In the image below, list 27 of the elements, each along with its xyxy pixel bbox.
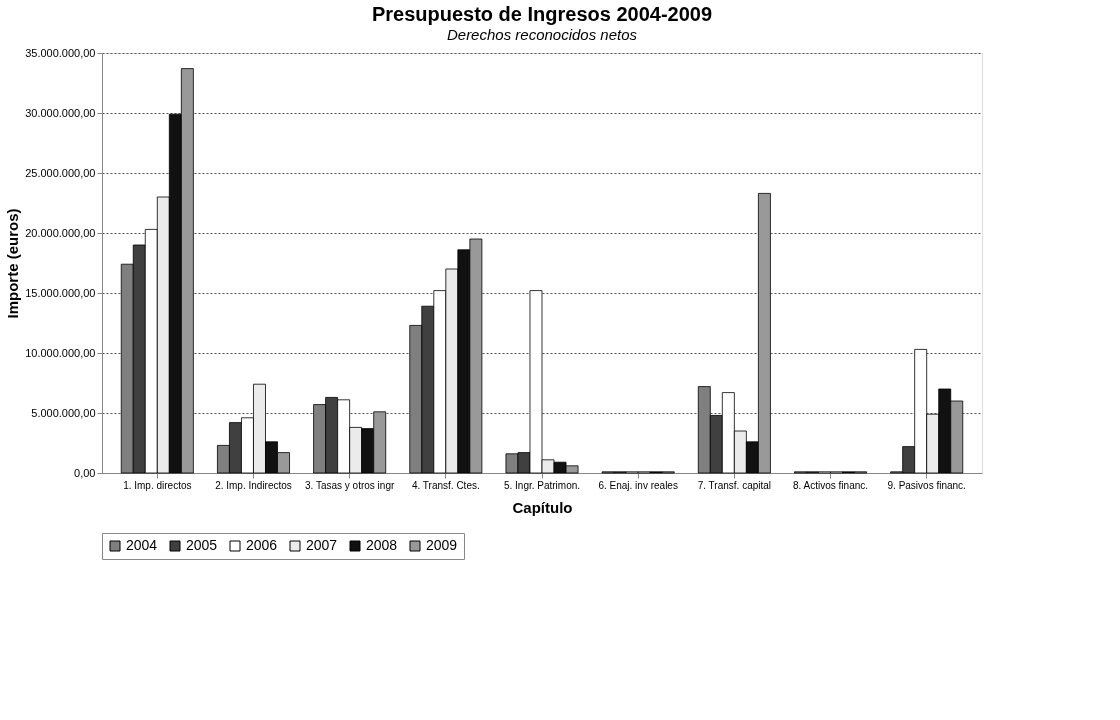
x-tick-label: 8. Activos financ. [793,479,869,491]
x-axis-title: Capítulo [512,498,573,516]
x-tick-label: 4. Transf. Ctes. [411,479,480,491]
y-tick-label: 5.000.000,00 [31,406,96,419]
legend-label: 2007 [306,537,338,553]
y-tick-label: 30.000.000,00 [25,106,96,119]
y-tick-label: 25.000.000,00 [25,166,96,179]
y-tick-label: 0,00 [74,466,96,479]
x-tick-label: 5. Ingr. Patrimon. [503,479,581,491]
y-tick-label: 10.000.000,00 [25,346,96,359]
legend-label: 2008 [366,537,398,553]
x-tick-label: 6. Enaj. inv reales [598,479,678,491]
legend-label: 2005 [186,537,218,553]
chart-title: Presupuesto de Ingresos 2004-2009 [371,3,713,25]
legend-label: 2009 [426,537,458,553]
legend-label: 2004 [126,537,158,553]
x-tick-label: 7. Transf. capital [697,479,772,491]
x-tick-label: 9. Pasivos financ. [887,479,966,491]
y-axis-title: Importe (euros) [4,208,22,319]
x-tick-label: 2. Imp. Indirectos [215,479,292,491]
y-tick-label: 35.000.000,00 [25,46,96,59]
x-tick-label: 1. Imp. directos [123,479,192,491]
y-tick-label: 15.000.000,00 [25,286,96,299]
legend-label: 2006 [246,537,278,553]
chart-subtitle: Derechos reconocidos netos [446,26,638,43]
x-tick-label: 3. Tasas y otros ingr [304,479,395,491]
y-tick-label: 20.000.000,00 [25,226,96,239]
